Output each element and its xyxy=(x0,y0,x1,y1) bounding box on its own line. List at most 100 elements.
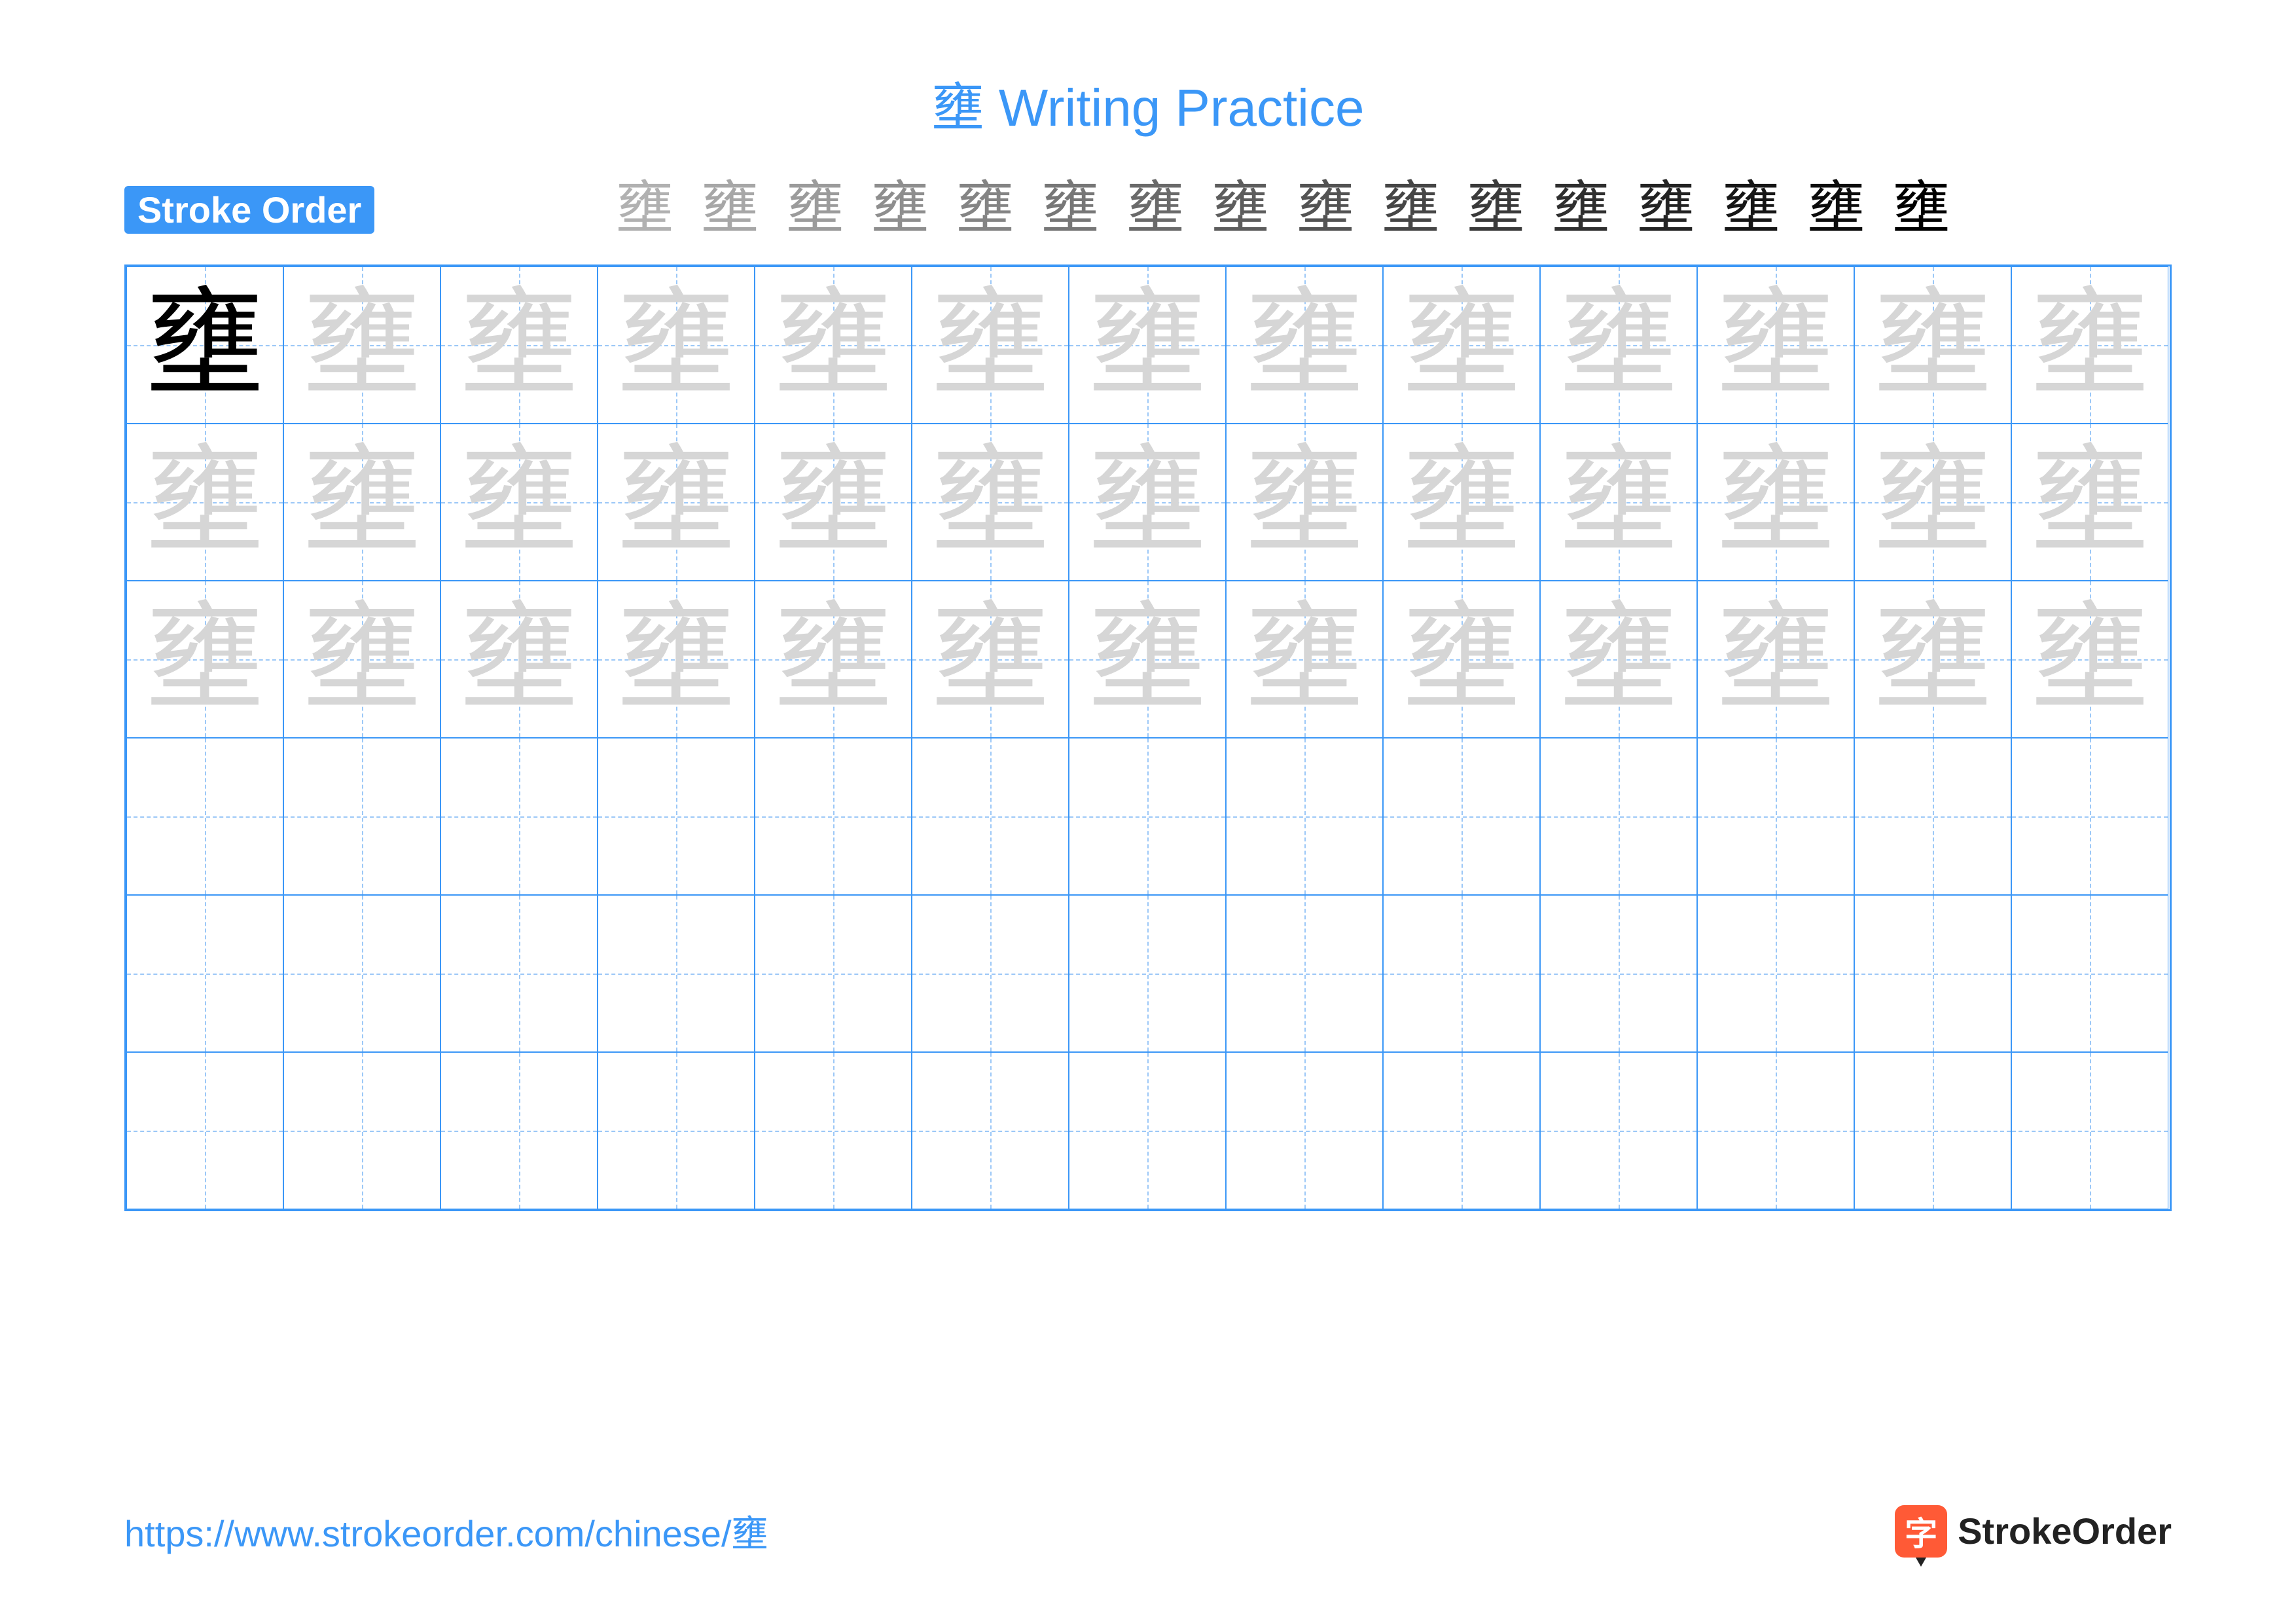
practice-char: 壅 xyxy=(1403,600,1520,718)
grid-cell xyxy=(1697,1052,1854,1209)
title-char: 壅 xyxy=(932,79,984,137)
practice-char: 壅 xyxy=(1088,600,1206,718)
practice-char: 壅 xyxy=(1560,286,1677,404)
grid-cell: 壅 xyxy=(1383,266,1540,424)
grid-cell: 壅 xyxy=(1854,424,2011,581)
title-suffix: Writing Practice xyxy=(984,79,1365,137)
grid-cell xyxy=(912,1052,1069,1209)
practice-char: 壅 xyxy=(2031,286,2149,404)
grid-cell xyxy=(1069,738,1226,895)
grid-cell: 壅 xyxy=(598,424,755,581)
grid-cell: 壅 xyxy=(1697,266,1854,424)
grid-cell: 壅 xyxy=(598,266,755,424)
logo-icon-char: 字 xyxy=(1905,1508,1937,1555)
practice-char: 壅 xyxy=(2031,443,2149,561)
practice-char: 壅 xyxy=(1403,286,1520,404)
grid-cell xyxy=(1383,738,1540,895)
grid-cell xyxy=(912,895,1069,1052)
practice-char: 壅 xyxy=(1874,600,1992,718)
stroke-order-label: Stroke Order xyxy=(124,186,374,234)
grid-cell: 壅 xyxy=(1226,581,1383,738)
footer: https://www.strokeorder.com/chinese/壅 字 … xyxy=(124,1504,2172,1558)
practice-char: 壅 xyxy=(617,443,735,561)
practice-char: 壅 xyxy=(303,600,421,718)
stroke-step: 壅 xyxy=(1041,181,1099,238)
page-title: 壅 Writing Practice xyxy=(124,65,2172,141)
grid-cell: 壅 xyxy=(1226,424,1383,581)
grid-cell: 壅 xyxy=(2011,581,2168,738)
grid-cell: 壅 xyxy=(1069,581,1226,738)
grid-cell: 壅 xyxy=(1854,581,2011,738)
stroke-step: 壅 xyxy=(1297,181,1354,238)
practice-char: 壅 xyxy=(617,286,735,404)
grid-cell: 壅 xyxy=(440,581,598,738)
grid-cell xyxy=(126,895,283,1052)
stroke-step: 壅 xyxy=(1467,181,1524,238)
practice-char: 壅 xyxy=(2031,600,2149,718)
grid-cell: 壅 xyxy=(912,266,1069,424)
grid-cell xyxy=(1226,895,1383,1052)
practice-char: 壅 xyxy=(1246,286,1363,404)
grid-cell: 壅 xyxy=(283,581,440,738)
practice-grid: 壅壅壅壅壅壅壅壅壅壅壅壅壅壅壅壅壅壅壅壅壅壅壅壅壅壅壅壅壅壅壅壅壅壅壅壅壅壅壅 xyxy=(124,264,2172,1211)
practice-char: 壅 xyxy=(1717,286,1835,404)
grid-cell xyxy=(1854,895,2011,1052)
grid-cell: 壅 xyxy=(755,266,912,424)
grid-cell xyxy=(283,895,440,1052)
grid-cell xyxy=(440,738,598,895)
grid-cell xyxy=(2011,1052,2168,1209)
stroke-step: 壅 xyxy=(1807,181,1865,238)
grid-cell xyxy=(1854,738,2011,895)
grid-cell xyxy=(1069,895,1226,1052)
practice-char: 壅 xyxy=(1717,443,1835,561)
stroke-step: 壅 xyxy=(1552,181,1609,238)
stroke-order-row: Stroke Order 壅壅壅壅壅壅壅壅壅壅壅壅壅壅壅壅 xyxy=(124,181,2172,238)
practice-char: 壅 xyxy=(931,443,1049,561)
grid-cell: 壅 xyxy=(126,581,283,738)
practice-char: 壅 xyxy=(1717,600,1835,718)
grid-cell xyxy=(283,738,440,895)
practice-char: 壅 xyxy=(146,600,264,718)
grid-cell xyxy=(1540,895,1697,1052)
practice-char: 壅 xyxy=(303,286,421,404)
grid-cell xyxy=(1226,738,1383,895)
practice-char: 壅 xyxy=(617,600,735,718)
grid-cell: 壅 xyxy=(283,266,440,424)
grid-cell xyxy=(283,1052,440,1209)
practice-char: 壅 xyxy=(460,286,578,404)
grid-cell xyxy=(1697,895,1854,1052)
grid-cell xyxy=(755,738,912,895)
grid-cell: 壅 xyxy=(126,424,283,581)
practice-char: 壅 xyxy=(460,443,578,561)
practice-char: 壅 xyxy=(1088,286,1206,404)
grid-cell: 壅 xyxy=(1383,424,1540,581)
grid-cell: 壅 xyxy=(598,581,755,738)
practice-char: 壅 xyxy=(1874,443,1992,561)
grid-cell xyxy=(440,1052,598,1209)
grid-cell: 壅 xyxy=(126,266,283,424)
practice-char: 壅 xyxy=(460,600,578,718)
practice-char: 壅 xyxy=(1403,443,1520,561)
grid-cell xyxy=(1540,1052,1697,1209)
brand-logo: 字 StrokeOrder xyxy=(1895,1505,2172,1558)
logo-text: StrokeOrder xyxy=(1958,1510,2172,1552)
grid-cell xyxy=(2011,895,2168,1052)
grid-cell: 壅 xyxy=(1540,581,1697,738)
grid-cell xyxy=(126,1052,283,1209)
practice-char: 壅 xyxy=(146,443,264,561)
grid-cell xyxy=(598,1052,755,1209)
grid-cell xyxy=(598,895,755,1052)
practice-char: 壅 xyxy=(1560,443,1677,561)
source-url[interactable]: https://www.strokeorder.com/chinese/壅 xyxy=(124,1504,768,1558)
grid-cell: 壅 xyxy=(1069,424,1226,581)
stroke-step: 壅 xyxy=(701,181,759,238)
grid-cell: 壅 xyxy=(283,424,440,581)
stroke-step: 壅 xyxy=(1382,181,1439,238)
practice-char: 壅 xyxy=(303,443,421,561)
grid-cell xyxy=(1069,1052,1226,1209)
grid-cell: 壅 xyxy=(912,581,1069,738)
stroke-step: 壅 xyxy=(1637,181,1695,238)
grid-cell: 壅 xyxy=(1697,424,1854,581)
practice-char: 壅 xyxy=(774,286,892,404)
grid-cell: 壅 xyxy=(912,424,1069,581)
